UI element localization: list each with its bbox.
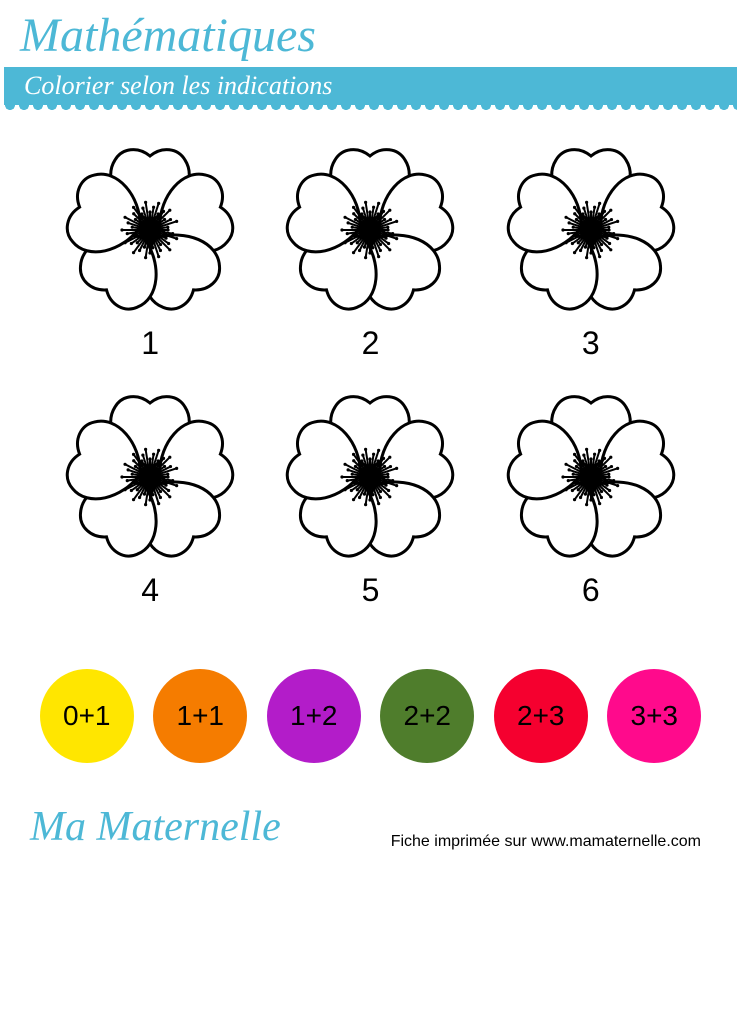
flower-number: 6: [582, 572, 600, 609]
flower-number: 2: [362, 325, 380, 362]
flower-number: 1: [141, 325, 159, 362]
page-title: Mathématiques: [0, 0, 741, 67]
print-note: Fiche imprimée sur www.mamaternelle.com: [391, 833, 701, 851]
flowers-grid: 1 2 3: [0, 105, 741, 629]
legend-circle: 2+2: [380, 669, 474, 763]
flower-cell: 1: [60, 145, 240, 362]
flower-icon: [285, 145, 455, 315]
brand-logo: Ma Maternelle: [30, 803, 281, 851]
legend-circle: 2+3: [494, 669, 588, 763]
flower-cell: 3: [501, 145, 681, 362]
footer: Ma Maternelle Fiche imprimée sur www.mam…: [0, 793, 741, 871]
legend-circle: 1+2: [267, 669, 361, 763]
flower-number: 4: [141, 572, 159, 609]
flower-icon: [285, 392, 455, 562]
flower-icon: [506, 392, 676, 562]
flower-cell: 5: [280, 392, 460, 609]
flower-cell: 2: [280, 145, 460, 362]
legend-circle: 3+3: [607, 669, 701, 763]
flower-icon: [65, 145, 235, 315]
flower-icon: [506, 145, 676, 315]
flower-icon: [65, 392, 235, 562]
flower-number: 5: [362, 572, 380, 609]
legend-circle: 0+1: [40, 669, 134, 763]
flower-cell: 4: [60, 392, 240, 609]
color-legend: 0+11+11+22+22+33+3: [0, 629, 741, 793]
instruction-bar: Colorier selon les indications: [4, 67, 737, 105]
legend-circle: 1+1: [153, 669, 247, 763]
flower-number: 3: [582, 325, 600, 362]
flower-cell: 6: [501, 392, 681, 609]
